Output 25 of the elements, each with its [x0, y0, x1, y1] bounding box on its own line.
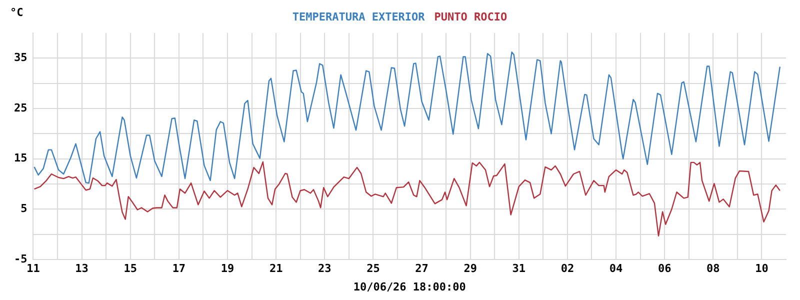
x-tick-label: 31 — [512, 262, 526, 276]
y-tick-label: 35 — [14, 51, 28, 64]
x-tick-label: 17 — [172, 262, 186, 276]
y-axis-title: °C — [10, 6, 24, 19]
x-tick-label: 10 — [755, 262, 768, 276]
x-tick-label: 23 — [318, 262, 332, 276]
x-tick-label: 04 — [609, 262, 624, 276]
text: PUNTO ROCIO — [434, 10, 508, 24]
x-axis-title: 10/06/26 18:00:00 — [353, 280, 466, 294]
text: TEMPERATURA EXTERIOR — [292, 10, 426, 24]
x-tick-label: 25 — [366, 262, 380, 276]
x-tick-label: 21 — [269, 262, 284, 276]
x-tick-label: 11 — [26, 262, 40, 276]
x-tick-label: 19 — [220, 262, 234, 276]
y-tick-label: 25 — [14, 101, 28, 114]
x-tick-label: 15 — [124, 262, 137, 276]
x-tick-label: 02 — [560, 262, 574, 276]
y-tick-label: -5 — [14, 252, 28, 266]
x-tick-label: 27 — [415, 262, 428, 276]
y-tick-label: 15 — [14, 152, 28, 165]
x-tick-label: 06 — [658, 262, 672, 276]
y-tick-label: 5 — [20, 202, 28, 216]
x-tick-label: 13 — [75, 262, 88, 276]
x-tick-label: 29 — [464, 262, 477, 276]
x-tick-label: 08 — [706, 262, 720, 276]
